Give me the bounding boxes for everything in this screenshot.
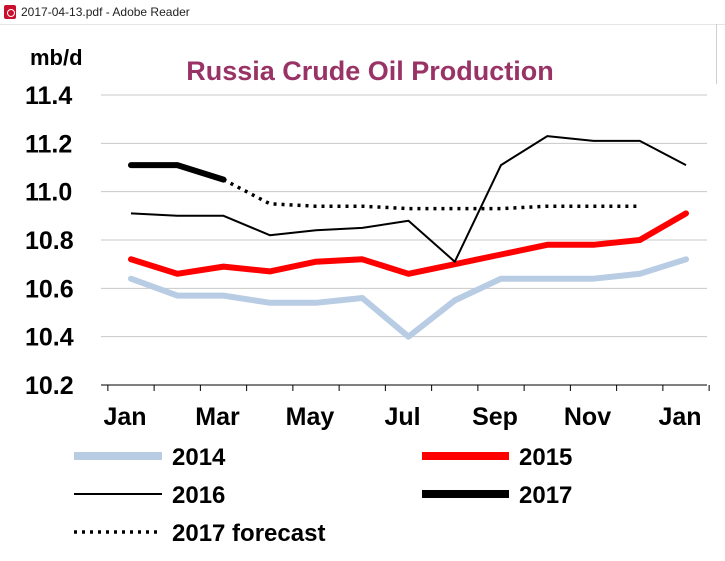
y-tick-label: 11.0 bbox=[25, 179, 72, 207]
series-line-2017-forecast bbox=[222, 178, 640, 211]
window-title: 2017-04-13.pdf - Adobe Reader bbox=[21, 5, 190, 19]
pdf-file-icon bbox=[4, 5, 16, 19]
scrollbar-edge[interactable] bbox=[716, 24, 725, 84]
series-line-2014 bbox=[128, 256, 689, 340]
legend-label-2017: 2017 bbox=[519, 482, 572, 509]
chart-title: Russia Crude Oil Production bbox=[186, 56, 554, 86]
series-line-2017 bbox=[128, 162, 227, 183]
legend-label-2016: 2016 bbox=[172, 482, 225, 509]
y-tick-label: 10.2 bbox=[25, 372, 74, 400]
legend-label-2014: 2014 bbox=[172, 444, 226, 471]
russia-oil-chart: 10.2 10.4 10.6 10.8 11.0 11.2 11.4 Jan Mar May Ju… bbox=[25, 45, 710, 547]
series-line-2015 bbox=[128, 210, 689, 277]
x-tick-marks bbox=[107, 385, 710, 391]
y-tick-label: 11.2 bbox=[25, 130, 72, 158]
legend-label-2017-forecast: 2017 forecast bbox=[172, 520, 325, 547]
y-tick-labels: 10.2 10.4 10.6 10.8 11.0 11.2 11.4 bbox=[25, 82, 74, 400]
x-tick-labels: Jan Mar May Jul Sep Nov Jan bbox=[103, 403, 701, 431]
x-tick-label: Nov bbox=[564, 403, 611, 431]
legend: 2014 2015 2016 2017 2017 forecast bbox=[74, 444, 572, 547]
x-tick-label: Sep bbox=[472, 403, 518, 431]
x-tick-label: Jan bbox=[103, 403, 146, 431]
y-tick-label: 10.8 bbox=[25, 227, 74, 255]
x-tick-label: Mar bbox=[195, 403, 240, 431]
series-line-2016 bbox=[130, 135, 687, 263]
y-tick-label: 11.4 bbox=[25, 82, 72, 110]
x-tick-label: May bbox=[286, 403, 335, 431]
y-tick-label: 10.4 bbox=[25, 324, 74, 352]
window-titlebar: 2017-04-13.pdf - Adobe Reader bbox=[0, 0, 725, 25]
gridlines bbox=[101, 94, 707, 338]
x-tick-label: Jan bbox=[658, 403, 701, 431]
x-tick-label: Jul bbox=[384, 403, 420, 431]
legend-label-2015: 2015 bbox=[519, 444, 572, 471]
y-tick-label: 10.6 bbox=[25, 275, 74, 303]
series-lines bbox=[128, 135, 689, 340]
y-axis-label: mb/d bbox=[30, 45, 83, 70]
